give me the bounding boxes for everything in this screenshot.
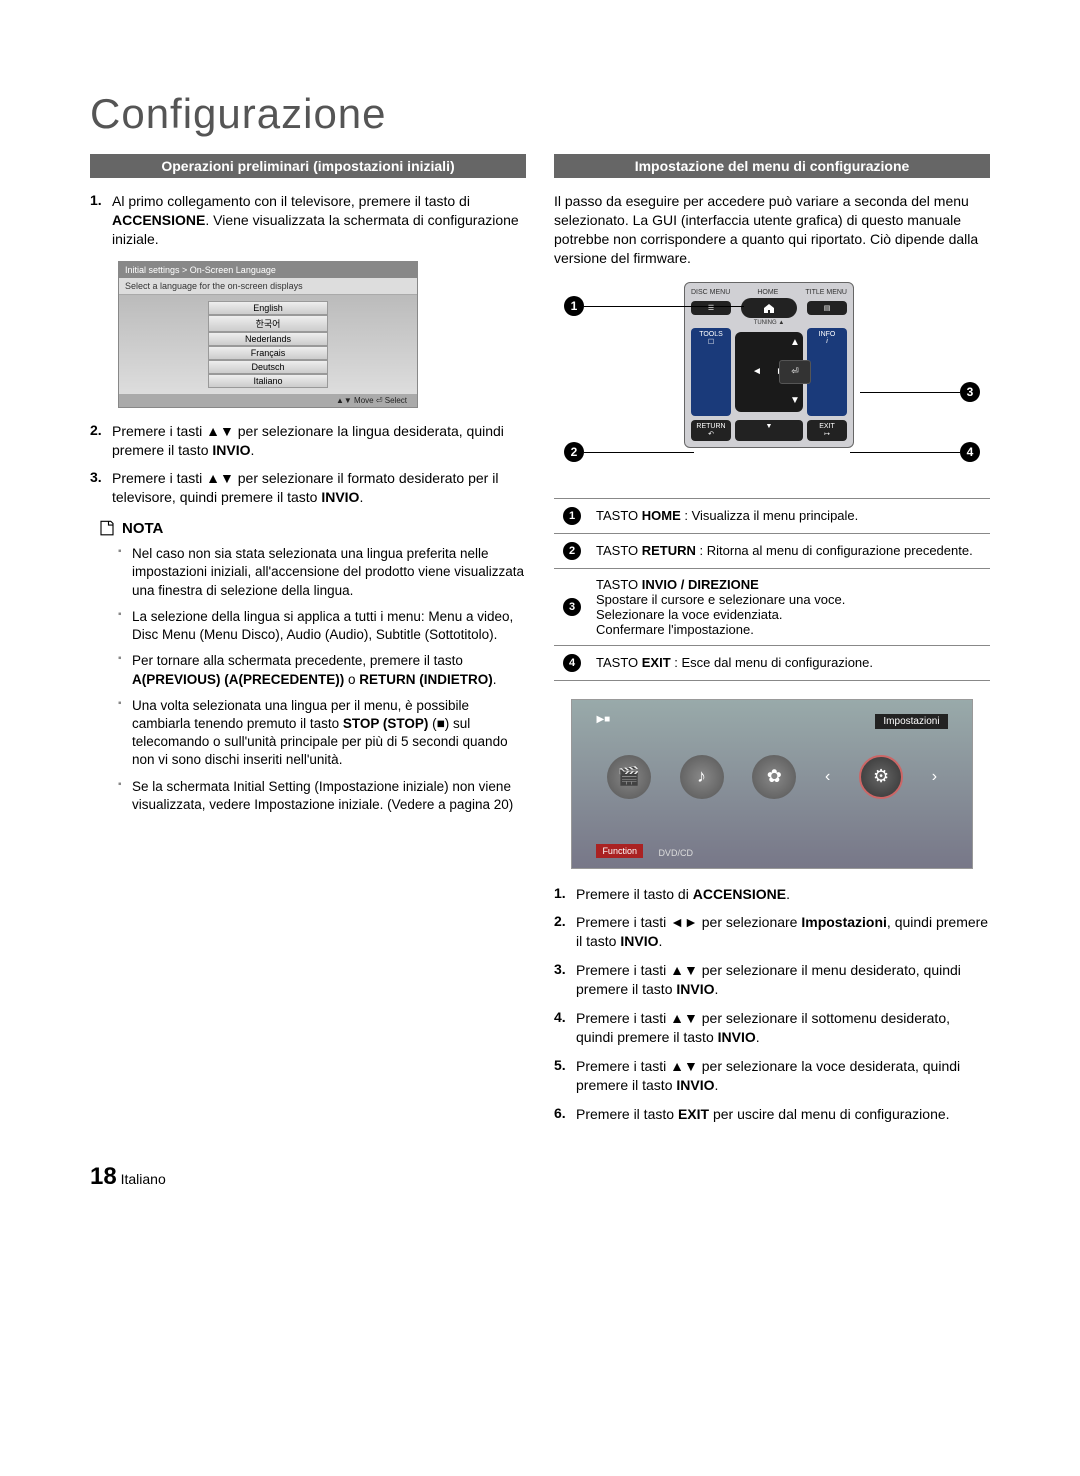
nota-item: Una volta selezionata una lingua per il …: [118, 697, 526, 770]
title-menu-button: ▤: [807, 301, 847, 315]
dpad-up-icon: ▲: [781, 332, 809, 354]
right-steps: 1.Premere il tasto di ACCENSIONE. 2.Preme…: [554, 885, 990, 1124]
language-option: Français: [208, 346, 328, 360]
language-option: Deutsch: [208, 360, 328, 374]
left-column: Operazioni preliminari (impostazioni ini…: [90, 154, 526, 1133]
right-intro: Il passo da eseguire per accedere può va…: [554, 192, 990, 268]
video-icon: 🎬: [607, 755, 651, 799]
callout-2: 2: [564, 442, 584, 462]
tools-button: TOOLS☐: [691, 328, 731, 416]
callout-3: 3: [960, 382, 980, 402]
title-menu-label: TITLE MENU: [805, 289, 847, 296]
page-footer: 18 Italiano: [90, 1163, 990, 1191]
nota-item: Se la schermata Initial Setting (Imposta…: [118, 778, 526, 814]
lang-title: Initial settings > On-Screen Language: [119, 262, 417, 278]
disc-menu-button: ☰: [691, 301, 731, 315]
lang-subtitle: Select a language for the on-screen disp…: [119, 278, 417, 295]
left-section-header: Operazioni preliminari (impostazioni ini…: [90, 154, 526, 178]
photo-icon: ✿: [752, 755, 796, 799]
left-steps-cont: 2.Premere i tasti ▲▼ per selezionare la …: [90, 422, 526, 508]
table-row: 2TASTO RETURN : Ritorna al menu di confi…: [554, 533, 990, 568]
exit-button: EXIT↦: [807, 420, 847, 441]
list-item: 6.Premere il tasto EXIT per uscire dal m…: [554, 1105, 990, 1124]
language-option: Italiano: [208, 374, 328, 388]
sshot-impostazioni-label: Impostazioni: [875, 714, 947, 729]
return-button: RETURN↶: [691, 420, 731, 441]
home-button: [741, 298, 797, 318]
nota-item: Per tornare alla schermata precedente, p…: [118, 652, 526, 688]
right-section-header: Impostazione del menu di configurazione: [554, 154, 990, 178]
disc-menu-label: DISC MENU: [691, 289, 730, 296]
language-option: Nederlands: [208, 332, 328, 346]
sshot-function-label: Function: [596, 844, 643, 858]
list-item: 1.Al primo collegamento con il televisor…: [90, 192, 526, 249]
info-button: INFOi: [807, 328, 847, 416]
settings-screenshot: ▶■ Impostazioni 🎬 ♪ ✿ ‹ ⚙ › Function DVD…: [571, 699, 972, 869]
dpad: ▲ ▼ ◄ ► ⏎: [735, 332, 803, 412]
language-option: 한국어: [208, 315, 328, 332]
list-item: 5.Premere i tasti ▲▼ per selezionare la …: [554, 1057, 990, 1095]
note-icon: [98, 519, 116, 537]
tuning-down-button: ▼: [735, 420, 803, 441]
right-column: Impostazione del menu di configurazione …: [554, 154, 990, 1133]
list-item: 3.Premere i tasti ▲▼ per selezionare il …: [554, 961, 990, 999]
callout-table: 1TASTO HOME : Visualizza il menu princip…: [554, 498, 990, 681]
table-row: 4TASTO EXIT : Esce dal menu di configura…: [554, 645, 990, 680]
nota-header: NOTA: [98, 519, 526, 537]
page-title: Configurazione: [90, 90, 990, 138]
table-row: 1TASTO HOME : Visualizza il menu princip…: [554, 498, 990, 533]
list-item: 4.Premere i tasti ▲▼ per selezionare il …: [554, 1009, 990, 1047]
music-icon: ♪: [680, 755, 724, 799]
language-option: English: [208, 301, 328, 315]
callout-4: 4: [960, 442, 980, 462]
home-label: HOME: [757, 289, 778, 296]
lang-footer: ▲▼ Move ⏎ Select: [119, 394, 417, 407]
list-item: 2.Premere i tasti ◄► per selezionare Imp…: [554, 913, 990, 951]
nota-item: Nel caso non sia stata selezionata una l…: [118, 545, 526, 600]
home-icon: [762, 302, 776, 314]
chevron-left-icon: ‹: [825, 768, 830, 786]
remote-diagram: DISC MENU HOME TITLE MENU ☰ ▤ TUNING ▲ T…: [554, 282, 990, 482]
left-steps: 1.Al primo collegamento con il televisor…: [90, 192, 526, 249]
nota-list: Nel caso non sia stata selezionata una l…: [90, 545, 526, 814]
list-item: 2.Premere i tasti ▲▼ per selezionare la …: [90, 422, 526, 460]
list-item: 1.Premere il tasto di ACCENSIONE.: [554, 885, 990, 904]
sshot-dvdcd-label: DVD/CD: [658, 848, 693, 858]
callout-1: 1: [564, 296, 584, 316]
list-item: 3.Premere i tasti ▲▼ per selezionare il …: [90, 469, 526, 507]
enter-button: ⏎: [779, 360, 811, 384]
tuning-label: TUNING ▲: [691, 320, 847, 326]
chevron-right-icon: ›: [932, 768, 937, 786]
nota-item: La selezione della lingua si applica a t…: [118, 608, 526, 644]
settings-icon: ⚙: [859, 755, 903, 799]
footer-language: Italiano: [121, 1171, 166, 1187]
sshot-play-icon: ▶■: [596, 714, 610, 725]
page-number: 18: [90, 1163, 117, 1190]
dpad-down-icon: ▼: [781, 390, 809, 412]
table-row: 3TASTO INVIO / DIREZIONESpostare il curs…: [554, 568, 990, 645]
language-select-screenshot: Initial settings > On-Screen Language Se…: [118, 261, 418, 408]
